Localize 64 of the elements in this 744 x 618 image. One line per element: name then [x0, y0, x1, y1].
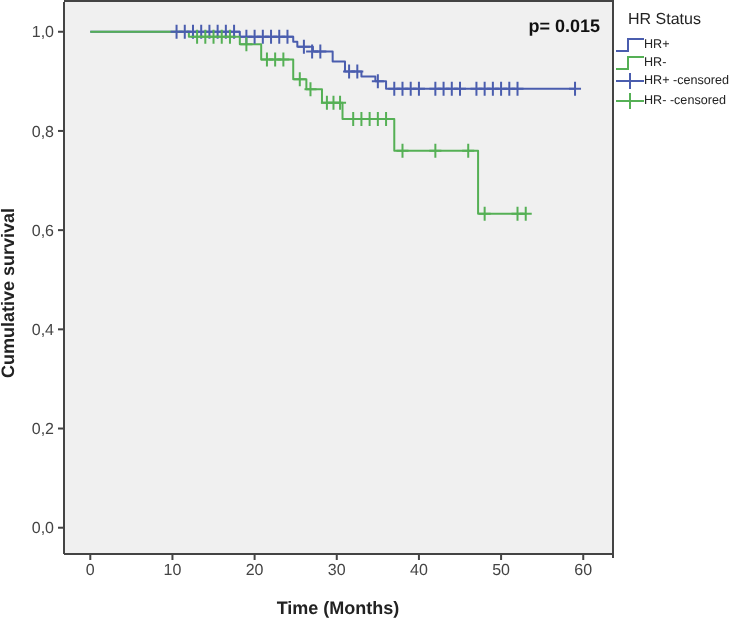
point	[247, 28, 262, 45]
x-tick-label: 10	[163, 561, 183, 580]
point	[436, 80, 451, 97]
y-tick-label: 0,4	[31, 321, 56, 340]
point	[395, 80, 410, 97]
point	[280, 28, 295, 45]
point	[190, 28, 205, 45]
point	[222, 28, 237, 45]
point	[239, 36, 254, 53]
x-tick-label: 0	[85, 561, 96, 580]
x-axis-title: Time (Months)	[276, 598, 400, 618]
point	[198, 28, 213, 45]
y-tick-label: 0,0	[31, 519, 56, 538]
point	[395, 142, 410, 159]
x-tick-label: 20	[245, 561, 265, 580]
point	[510, 205, 525, 222]
point	[202, 23, 217, 40]
y-tick-label: 0,2	[31, 420, 56, 439]
x-tick-label: 60	[574, 561, 594, 580]
y-tick-label: 0,8	[31, 122, 56, 141]
point	[428, 142, 443, 159]
point	[185, 23, 200, 40]
point	[510, 80, 525, 97]
point	[218, 23, 233, 40]
point	[194, 23, 209, 40]
point	[428, 80, 443, 97]
point	[350, 63, 365, 80]
y-tick-label: 0,6	[31, 221, 56, 240]
point	[387, 80, 402, 97]
point	[214, 28, 229, 45]
point	[477, 205, 492, 222]
point	[210, 23, 225, 40]
annotation: p= 0.015	[528, 16, 600, 36]
point	[276, 51, 291, 68]
point	[494, 80, 509, 97]
point	[403, 80, 418, 97]
x-tick-label: 50	[492, 561, 512, 580]
point	[444, 80, 459, 97]
point	[206, 28, 221, 45]
point	[227, 23, 242, 40]
point	[485, 80, 500, 97]
point	[477, 80, 492, 97]
point	[313, 43, 328, 60]
x-tick-label: 40	[410, 561, 429, 580]
point	[502, 80, 517, 97]
point	[177, 23, 192, 40]
point	[319, 94, 334, 111]
point	[411, 80, 426, 97]
point	[264, 28, 279, 45]
y-tick-label: 1,0	[31, 23, 56, 42]
point	[268, 51, 283, 68]
point	[461, 142, 476, 159]
point	[469, 80, 484, 97]
y-axis-title: Cumulative survival	[0, 207, 19, 378]
point	[342, 63, 357, 80]
point	[333, 94, 348, 111]
point	[169, 23, 184, 40]
point	[453, 80, 468, 97]
point	[370, 73, 385, 90]
x-tick-label: 30	[327, 561, 347, 580]
legend-title: HR Status	[628, 10, 703, 28]
point	[259, 51, 274, 68]
point	[272, 28, 287, 45]
point	[255, 28, 270, 45]
